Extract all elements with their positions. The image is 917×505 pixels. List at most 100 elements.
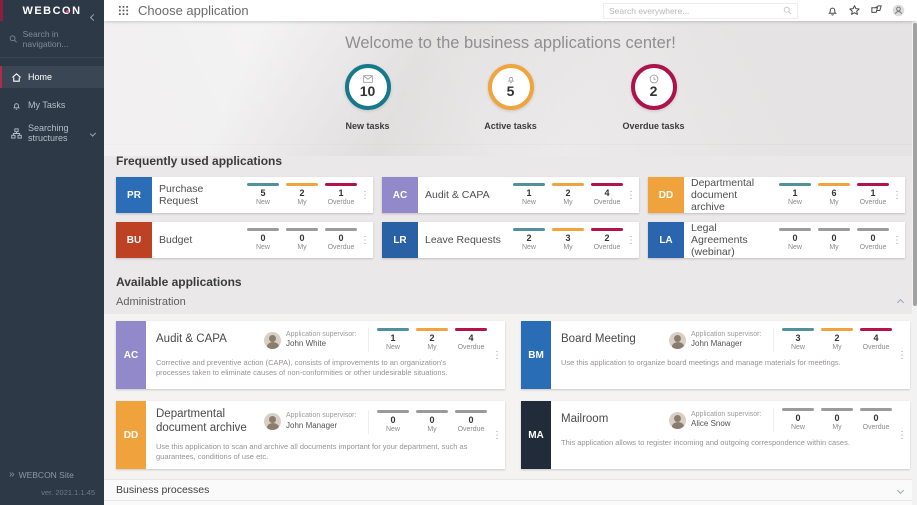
active-tasks-circle[interactable]: 5 <box>487 64 534 110</box>
stat-bar <box>779 227 811 231</box>
stat-label: My <box>829 198 839 206</box>
application-card[interactable]: DD Departmental document archive Applica… <box>116 401 505 469</box>
application-card[interactable]: BM Board Meeting Application supervisor:… <box>521 321 910 389</box>
app-description: This application allows to register inco… <box>561 438 850 448</box>
sidebar-collapse-button[interactable] <box>89 7 98 25</box>
card-menu-icon[interactable] <box>623 190 639 201</box>
sidebar-item-searching-structures[interactable]: Searching structures <box>0 122 104 144</box>
sidebar-item-my-tasks[interactable]: My Tasks <box>0 94 104 116</box>
sidebar-search[interactable]: Search in navigation... <box>0 21 104 58</box>
stat-overdue: 0 Overdue <box>857 227 889 252</box>
card-menu-icon[interactable] <box>357 190 373 201</box>
stat-label: Overdue <box>457 425 485 433</box>
scrollbar-thumb[interactable] <box>912 23 917 306</box>
sidebar-header: WEBCON <box>0 0 104 22</box>
page-title: Choose application <box>138 3 249 18</box>
card-menu-icon[interactable] <box>357 235 373 246</box>
stat-value: 3 <box>795 333 801 343</box>
supervisor-avatar <box>264 331 281 349</box>
stat-overdue: 0 Overdue <box>860 408 892 432</box>
supervisor-avatar <box>669 331 686 349</box>
card-menu-icon[interactable] <box>889 235 905 246</box>
stat-my: 0 My <box>818 227 850 252</box>
stat-label: New <box>790 343 805 351</box>
stat-my: 6 My <box>818 182 850 207</box>
application-card[interactable]: MA Mailroom Application supervisor: Alic… <box>521 401 910 469</box>
application-card[interactable]: AC Audit & CAPA Application supervisor: … <box>116 321 505 389</box>
stat-bar <box>286 227 318 231</box>
app-name: Audit & CAPA <box>425 188 490 201</box>
frequent-app-card[interactable]: PR Purchase Request 5 New 2 <box>116 177 373 213</box>
stat-label: Overdue <box>327 198 355 206</box>
stat-label: My <box>427 343 437 351</box>
group-administration[interactable]: Administration <box>104 293 917 314</box>
frequent-app-card[interactable]: BU Budget 0 New 0 <box>116 222 373 258</box>
frequent-app-card[interactable]: LR Leave Requests 2 New 3 <box>382 222 639 258</box>
welcome-section: Welcome to the business applications cen… <box>104 21 917 131</box>
card-menu-icon[interactable] <box>889 190 905 201</box>
card-menu-icon[interactable] <box>623 235 639 246</box>
apps-grid-icon[interactable] <box>118 5 129 16</box>
favorites-star-icon[interactable] <box>848 4 861 17</box>
stat-overdue: 4 Overdue <box>591 182 623 207</box>
webcon-site-link[interactable]: WEBCON Site <box>9 469 95 480</box>
app-name: Mailroom <box>561 413 609 426</box>
frequent-app-card[interactable]: AC Audit & CAPA 1 New 2 <box>382 177 639 213</box>
app-card-top-row: Audit & CAPA Application supervisor: Joh… <box>156 328 487 353</box>
card-menu-icon[interactable] <box>489 430 505 441</box>
stat-value: 0 <box>299 232 305 243</box>
global-search-input[interactable] <box>609 5 783 16</box>
chevron-left-icon <box>89 13 98 22</box>
sidebar-item-label: Searching structures <box>28 123 69 143</box>
app-name: Audit & CAPA <box>156 333 227 346</box>
supervisor-label: Application supervisor: <box>286 330 357 338</box>
scrollbar-track[interactable] <box>912 21 917 505</box>
supervisor-text: Application supervisor: John Manager <box>286 412 356 431</box>
card-menu-icon[interactable] <box>489 350 505 361</box>
card-menu-icon[interactable] <box>894 430 910 441</box>
supervisor-block: Application supervisor: John White <box>264 331 368 350</box>
group-row[interactable]: Business processes <box>104 479 917 500</box>
supervisor-label: Application supervisor: <box>691 410 762 418</box>
stat-my: 3 My <box>552 227 584 252</box>
supervisor-avatar <box>264 413 281 431</box>
app-stats: 1 New 2 My 4 <box>513 182 623 207</box>
new-tasks-circle[interactable]: 10 <box>344 64 391 110</box>
substitutions-icon[interactable] <box>870 4 883 17</box>
supervisor-block: Application supervisor: John Manager <box>669 331 773 350</box>
stat-label: New <box>255 198 270 206</box>
frequent-app-card[interactable]: LA Legal Agreements (webinar) 0 New <box>648 222 905 258</box>
overdue-tasks-circle[interactable]: 2 <box>630 64 677 110</box>
app-tile: AC <box>382 177 418 213</box>
stat-bar <box>782 328 814 331</box>
supervisor-block: Application supervisor: Alice Snow <box>669 411 773 430</box>
overdue-tasks-counter: 2 Overdue tasks <box>606 64 702 131</box>
stat-bar <box>247 182 279 186</box>
stat-bar <box>247 227 279 231</box>
sidebar: WEBCON Search in navigation... Home My T… <box>0 0 104 505</box>
sidebar-item-home[interactable]: Home <box>0 66 104 88</box>
sidebar-item-label: Home <box>28 72 53 82</box>
group-row[interactable]: Crm <box>104 500 917 505</box>
stat-overdue: 4 Overdue <box>455 328 487 352</box>
logo-text: WEBC <box>22 4 63 17</box>
stat-label: Overdue <box>593 243 621 251</box>
stat-value: 1 <box>792 187 798 198</box>
notifications-bell-icon[interactable] <box>826 4 839 17</box>
card-menu-icon[interactable] <box>894 350 910 361</box>
stat-value: 0 <box>468 414 474 425</box>
app-tile: BU <box>116 222 152 258</box>
app-card-top-row: Board Meeting Application supervisor: Jo… <box>561 328 892 353</box>
frequent-app-card[interactable]: DD Departmental document archive 1 New <box>648 177 905 213</box>
user-avatar-icon[interactable] <box>892 4 905 17</box>
stat-label: Overdue <box>862 343 890 351</box>
stat-value: 5 <box>260 187 266 198</box>
stat-label: My <box>829 243 839 251</box>
app-card-top-row: Departmental document archive Applicatio… <box>156 408 487 436</box>
group-name: Business processes <box>116 484 210 496</box>
supervisor-label: Application supervisor: <box>286 412 357 420</box>
stat-new: 0 New <box>247 227 279 252</box>
stat-bar <box>377 328 409 331</box>
stat-value: 0 <box>792 232 798 243</box>
stat-my: 0 My <box>286 227 318 252</box>
